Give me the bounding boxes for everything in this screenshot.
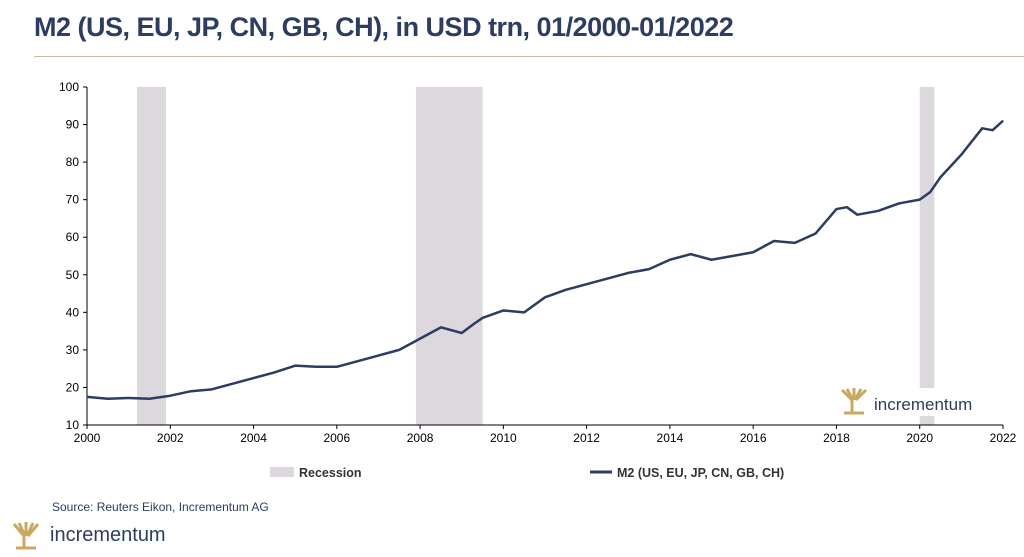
x-tick-label: 2000 — [74, 431, 101, 445]
m2-data-point — [815, 232, 817, 234]
m2-data-point — [981, 127, 983, 129]
m2-data-point — [960, 154, 962, 156]
m2-data-point — [929, 191, 931, 193]
m2-data-point — [107, 398, 109, 400]
y-tick-label: 80 — [66, 155, 80, 169]
m2-data-point — [294, 365, 296, 367]
chart-logo-text: incrementum — [874, 395, 972, 414]
title-divider — [34, 56, 1024, 57]
logo-text: incrementum — [50, 523, 166, 546]
y-tick-label: 60 — [66, 230, 80, 244]
m2-data-point — [773, 240, 775, 242]
m2-data-point — [971, 140, 973, 142]
m2-data-point — [648, 268, 650, 270]
m2-data-point — [419, 338, 421, 340]
y-tick-label: 50 — [66, 268, 80, 282]
x-tick-label: 2020 — [906, 431, 933, 445]
m2-data-point — [169, 395, 171, 397]
m2-data-point — [315, 366, 317, 368]
m2-data-point — [898, 202, 900, 204]
y-tick-label: 70 — [66, 193, 80, 207]
legend-m2-label: M2 (US, EU, JP, CN, GB, CH) — [617, 466, 784, 480]
chart-title: M2 (US, EU, JP, CN, GB, CH), in USD trn,… — [34, 12, 734, 42]
m2-data-point — [211, 388, 213, 390]
m2-data-point — [232, 383, 234, 385]
m2-data-point — [473, 323, 475, 325]
m2-series-line — [86, 119, 1004, 400]
m2-data-point — [669, 259, 671, 261]
x-tick-label: 2016 — [740, 431, 767, 445]
tree-logo-icon — [840, 388, 868, 415]
y-tick-label: 30 — [66, 343, 80, 357]
y-tick-label: 90 — [66, 118, 80, 132]
legend-recession-label: Recession — [299, 466, 362, 480]
m2-data-point — [190, 390, 192, 392]
y-tick-label: 20 — [66, 380, 80, 394]
m2-data-point — [148, 398, 150, 400]
m2-data-point — [502, 309, 504, 311]
m2-data-point — [919, 199, 921, 201]
x-tick-label: 2002 — [157, 431, 184, 445]
m2-data-point — [690, 253, 692, 255]
legend-recession-swatch — [270, 467, 294, 477]
m2-data-point — [940, 176, 942, 178]
x-tick-label: 2008 — [407, 431, 434, 445]
x-tick-label: 2012 — [573, 431, 600, 445]
tree-logo-icon — [12, 522, 40, 550]
footer-logo: incrementum — [10, 520, 166, 550]
m2-data-point — [523, 311, 525, 313]
m2-data-point — [357, 360, 359, 362]
x-tick-label: 2018 — [823, 431, 850, 445]
m2-data-point — [731, 255, 733, 257]
x-tick-label: 2014 — [657, 431, 684, 445]
source-note: Source: Reuters Eikon, Incrementum AG — [52, 500, 269, 514]
m2-data-point — [398, 349, 400, 351]
m2-data-point — [482, 317, 484, 319]
m2-data-point — [86, 396, 88, 398]
m2-data-point — [461, 332, 463, 334]
m2-data-point — [606, 278, 608, 280]
m2-data-point — [544, 296, 546, 298]
x-tick-label: 2010 — [490, 431, 517, 445]
m2-data-point — [440, 326, 442, 328]
m2-data-point — [835, 208, 837, 210]
x-tick-label: 2006 — [323, 431, 350, 445]
m2-data-point — [877, 210, 879, 212]
x-tick-label: 2004 — [240, 431, 267, 445]
m2-data-point — [794, 242, 796, 244]
m2-data-point — [752, 251, 754, 253]
m2-data-point — [627, 272, 629, 274]
recession-band — [415, 87, 483, 425]
m2-data-point — [128, 397, 130, 399]
m2-data-point — [377, 355, 379, 357]
m2-data-point — [586, 283, 588, 285]
m2-data-point — [992, 129, 994, 131]
m2-data-point — [711, 259, 713, 261]
y-tick-label: 100 — [59, 80, 79, 94]
m2-data-point — [846, 206, 848, 208]
m2-data-point — [856, 214, 858, 216]
m2-data-point — [565, 289, 567, 291]
m2-data-point — [253, 377, 255, 379]
m2-data-point — [1002, 120, 1004, 122]
x-tick-label: 2022 — [990, 431, 1017, 445]
y-tick-label: 40 — [66, 305, 80, 319]
recession-band — [919, 87, 935, 425]
m2-data-point — [336, 366, 338, 368]
m2-data-point — [273, 371, 275, 373]
y-tick-label: 10 — [66, 418, 80, 432]
recession-band — [136, 87, 167, 425]
